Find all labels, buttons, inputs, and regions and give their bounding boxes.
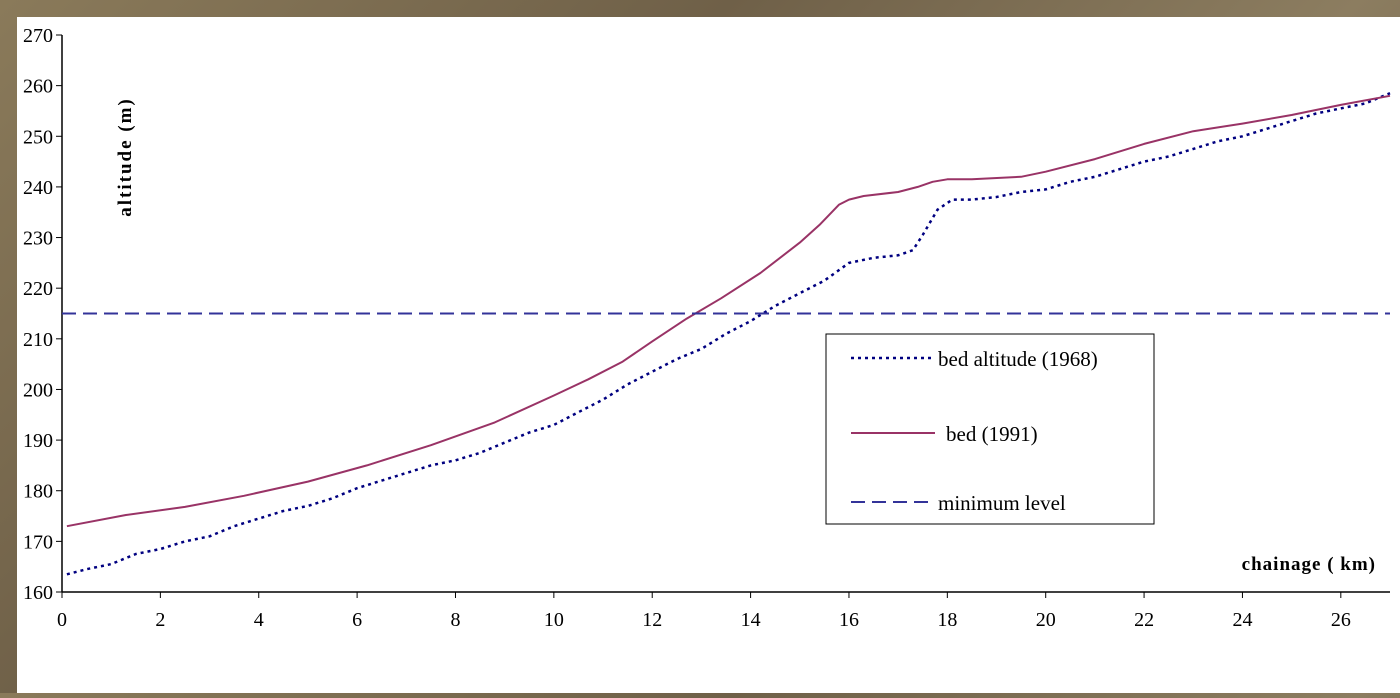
y-tick-label: 240 xyxy=(23,177,53,199)
legend-label-1968: bed altitude (1968) xyxy=(938,347,1098,371)
x-tick-label: 14 xyxy=(741,609,761,631)
x-tick-label: 20 xyxy=(1036,609,1056,631)
y-tick-label: 170 xyxy=(23,531,53,553)
y-tick-label: 250 xyxy=(23,126,53,148)
y-axis-label: altitude (m) xyxy=(115,97,136,217)
y-tick-label: 260 xyxy=(23,76,53,98)
series-line-1968 xyxy=(66,92,1391,576)
x-tick-label: 6 xyxy=(352,609,362,631)
x-tick-label: 18 xyxy=(937,609,957,631)
x-axis-label: chainage ( km) xyxy=(1242,554,1376,575)
y-tick-label: 200 xyxy=(23,379,53,401)
plot-area xyxy=(62,92,1391,576)
x-tick-label: 8 xyxy=(450,609,460,631)
y-tick-label: 230 xyxy=(23,228,53,250)
y-tick-label: 160 xyxy=(23,582,53,604)
x-tick-label: 26 xyxy=(1331,609,1351,631)
legend-label-1991: bed (1991) xyxy=(946,422,1038,446)
x-tick-label: 16 xyxy=(839,609,859,631)
x-tick-label: 12 xyxy=(642,609,662,631)
x-tick-label: 0 xyxy=(57,609,67,631)
y-tick-label: 210 xyxy=(23,329,53,351)
x-tick-label: 4 xyxy=(254,609,264,631)
x-tick-label: 22 xyxy=(1134,609,1154,631)
x-tick-label: 2 xyxy=(155,609,165,631)
y-tick-label: 180 xyxy=(23,481,53,503)
legend: bed altitude (1968) bed (1991) minimum l… xyxy=(825,333,1155,525)
series-line-1991 xyxy=(66,94,1391,528)
axes xyxy=(56,34,1390,598)
x-tick-label: 10 xyxy=(544,609,564,631)
x-tick-label: 24 xyxy=(1232,609,1252,631)
chart-panel: 160 170 180 190 200 210 220 230 240 250 260 270 0 2 4 6… xyxy=(17,17,1400,693)
legend-box xyxy=(825,333,1155,525)
legend-label-minimum: minimum level xyxy=(938,491,1066,515)
y-tick-label: 270 xyxy=(23,25,53,47)
y-tick-label: 190 xyxy=(23,430,53,452)
y-tick-label: 220 xyxy=(23,278,53,300)
